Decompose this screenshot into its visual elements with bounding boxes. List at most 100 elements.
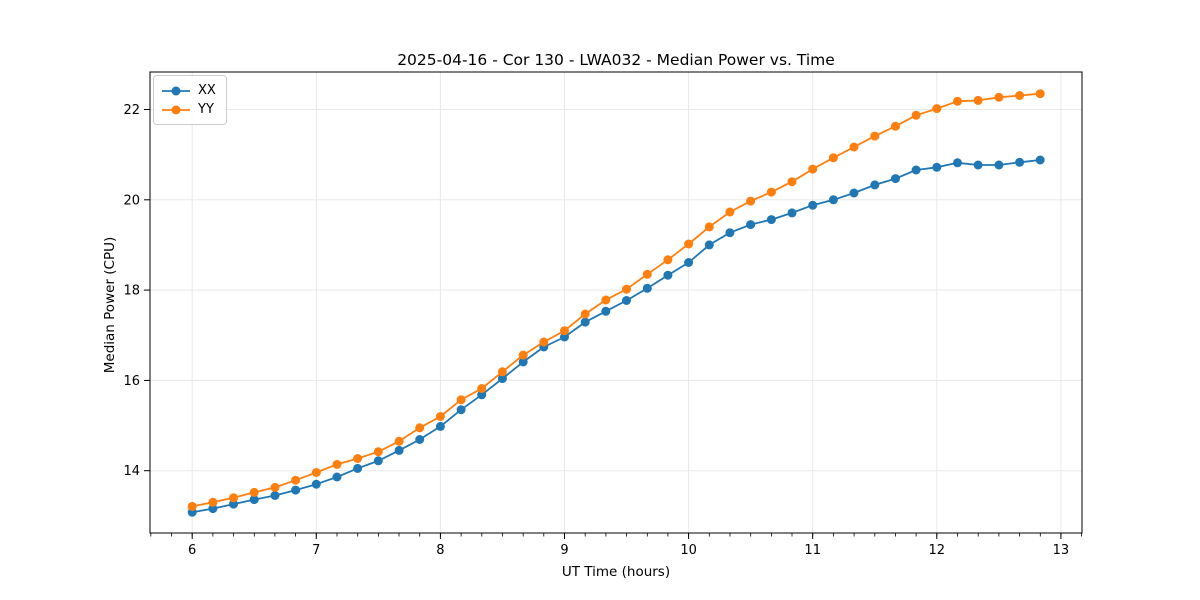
series-marker-XX [518,357,528,367]
series-marker-YY [394,436,404,446]
series-marker-XX [622,296,631,305]
series-marker-YY [249,487,259,497]
series-marker-YY [353,454,363,463]
series-marker-XX [435,421,445,431]
series-marker-XX [601,306,611,316]
series-marker-XX [787,208,797,218]
series-marker-YY [808,164,818,174]
series-marker-YY [539,337,549,347]
legend-row-YY: YY [161,100,218,119]
series-marker-XX [911,165,921,175]
series-marker-YY [870,131,880,141]
series-marker-XX [953,158,962,168]
legend-label: YY [198,102,214,117]
series-marker-XX [684,258,694,267]
series-marker-XX [932,162,942,172]
x-tick-label: 13 [1053,543,1070,558]
series-marker-XX [456,405,466,415]
series-marker-YY [828,153,838,163]
series-marker-XX [497,374,507,384]
series-marker-XX [973,160,983,170]
series-marker-XX [311,479,321,489]
series-marker-YY [435,412,445,421]
series-marker-YY [291,475,301,485]
y-tick-label: 18 [123,284,140,299]
series-marker-YY [208,497,218,507]
series-marker-XX [704,240,714,250]
series-marker-YY [973,95,983,105]
series-marker-XX [870,180,880,190]
series-marker-YY [456,395,466,405]
series-marker-XX [229,499,238,509]
series-marker-YY [332,459,342,469]
series-marker-XX [249,495,259,505]
series-marker-YY [311,468,321,477]
series-marker-XX [477,390,487,400]
y-tick-label: 22 [123,103,140,118]
series-marker-XX [208,504,218,514]
x-axis-label: UT Time (hours) [561,564,671,580]
series-marker-YY [373,447,383,457]
series-marker-YY [849,142,859,152]
series-marker-XX [270,491,280,500]
chart-title: 2025-04-16 - Cor 130 - LWA032 - Median P… [397,51,835,69]
axes-spines [149,71,1083,534]
series-marker-XX [1015,157,1025,167]
series-marker-YY [1015,91,1025,100]
series-marker-YY [663,255,673,265]
series-marker-YY [477,384,487,393]
series-marker-YY [415,423,425,433]
series-marker-YY [953,96,962,106]
x-tick-label: 11 [804,543,821,558]
series-marker-XX [373,456,383,466]
series-marker-YY [270,482,280,492]
series-marker-YY [766,187,776,197]
series-marker-XX [580,317,590,327]
series-marker-YY [725,207,735,217]
series-marker-XX [394,445,404,455]
series-marker-YY [601,295,611,305]
series-marker-XX [891,174,900,184]
y-tick-label: 20 [123,193,140,208]
x-tick-label: 6 [188,543,196,558]
series-marker-XX [725,228,735,238]
x-tick-label: 8 [436,543,444,558]
series-marker-XX [642,283,652,293]
y-tick-label: 16 [123,374,140,389]
series-marker-XX [849,188,859,198]
series-marker-YY [560,326,569,336]
series-marker-YY [497,367,507,377]
series-marker-YY [704,222,714,232]
y-tick-label: 14 [123,464,140,479]
series-marker-XX [766,215,776,225]
series-marker-XX [663,270,673,280]
series-marker-XX [828,195,838,205]
series-line-XX [192,159,1041,514]
series-marker-XX [415,435,425,444]
series-marker-YY [580,309,590,319]
series-marker-YY [746,196,756,206]
series-marker-XX [353,463,363,473]
legend: XX YY [153,75,227,125]
x-tick-label: 7 [312,543,320,558]
series-line-YY [192,92,1041,508]
y-axis-label: Median Power (CPU) [102,236,118,374]
series-marker-YY [684,239,694,249]
x-tick-label: 12 [929,543,946,558]
series-marker-YY [229,493,238,503]
series-marker-XX [1035,155,1045,165]
x-tick-label: 9 [560,543,568,558]
series-marker-YY [911,110,921,120]
series-marker-YY [932,104,942,114]
series-marker-YY [187,501,197,511]
series-marker-YY [994,92,1004,102]
legend-row-XX: XX [161,81,218,100]
series-marker-XX [808,200,818,210]
series-marker-YY [518,350,528,360]
x-tick-label: 10 [680,543,697,558]
legend-label: XX [198,83,216,98]
series-marker-XX [291,485,301,495]
series-marker-XX [332,472,342,482]
